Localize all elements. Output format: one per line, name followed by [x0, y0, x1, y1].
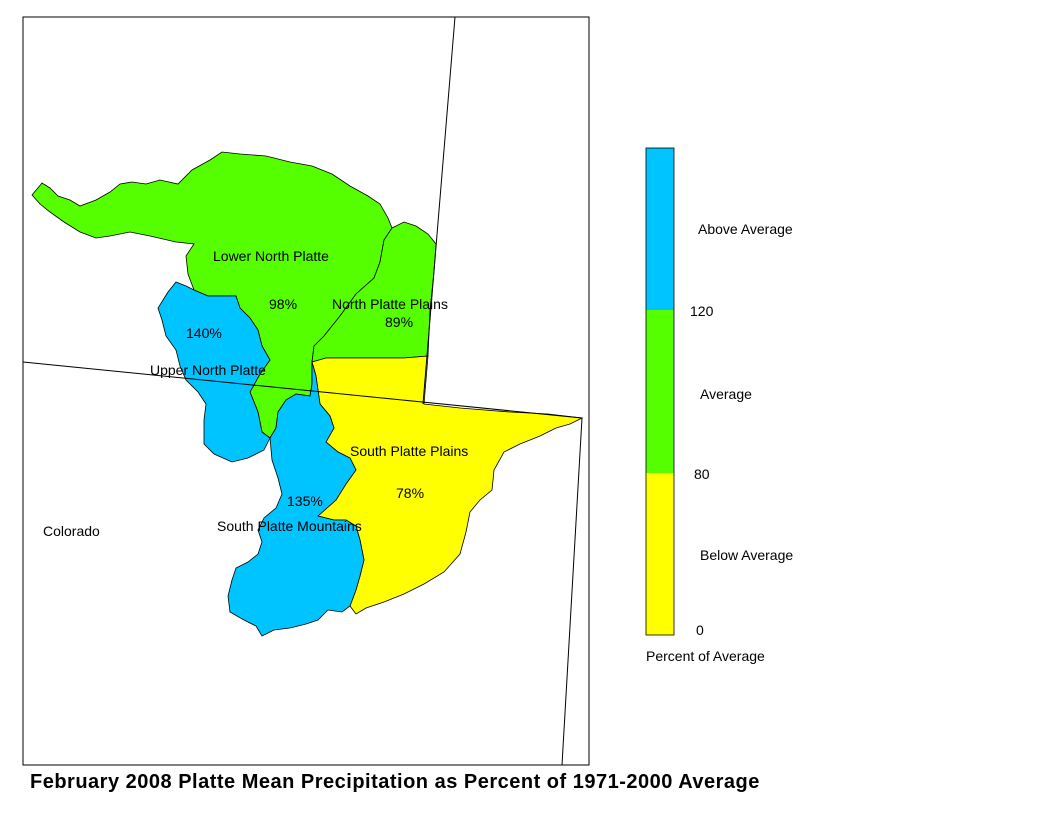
colorado-north-border-line	[22, 361, 583, 419]
basin-name-south-platte-plains: South Platte Plains	[350, 443, 468, 459]
basin-percent-lower-north-platte: 98%	[269, 296, 297, 312]
legend-break-80: 80	[694, 466, 710, 482]
basin-south-platte-mountains[interactable]	[227, 361, 365, 637]
legend-swatch-below-average	[646, 473, 674, 635]
state-label-colorado: Colorado	[43, 523, 100, 539]
basin-labels: Lower North Platte 98% North Platte Plai…	[43, 248, 468, 539]
basin-percent-south-platte-mountains: 135%	[287, 493, 323, 509]
map-title: February 2008 Platte Mean Precipitation …	[30, 771, 760, 793]
basin-name-lower-north-platte: Lower North Platte	[213, 248, 329, 264]
legend-caption: Percent of Average	[646, 648, 765, 664]
legend-break-0: 0	[696, 622, 704, 638]
basin-upper-north-platte[interactable]	[157, 281, 271, 463]
basins	[31, 151, 584, 637]
colorado-kansas-border-line	[561, 417, 583, 766]
legend-bar-outline	[645, 147, 675, 636]
basin-percent-upper-north-platte: 140%	[186, 325, 222, 341]
basin-name-south-platte-mountains: South Platte Mountains	[217, 518, 362, 534]
basin-name-north-platte-plains: North Platte Plains	[332, 296, 448, 312]
legend-label-above-average: Above Average	[698, 221, 793, 237]
colorado-nebraska-border-line	[422, 16, 456, 405]
basin-percent-north-platte-plains: 89%	[385, 314, 413, 330]
state-boundaries	[22, 16, 583, 766]
legend-swatch-average	[646, 310, 674, 473]
basin-name-upper-north-platte: Upper North Platte	[150, 362, 266, 378]
legend-break-120: 120	[690, 303, 714, 319]
legend-label-below-average: Below Average	[700, 547, 793, 563]
basin-percent-south-platte-plains: 78%	[396, 485, 424, 501]
legend-swatch-above-average	[646, 148, 674, 310]
legend-label-average: Average	[700, 386, 752, 402]
legend: Above Average 120 Average 80 Below Avera…	[645, 147, 793, 664]
